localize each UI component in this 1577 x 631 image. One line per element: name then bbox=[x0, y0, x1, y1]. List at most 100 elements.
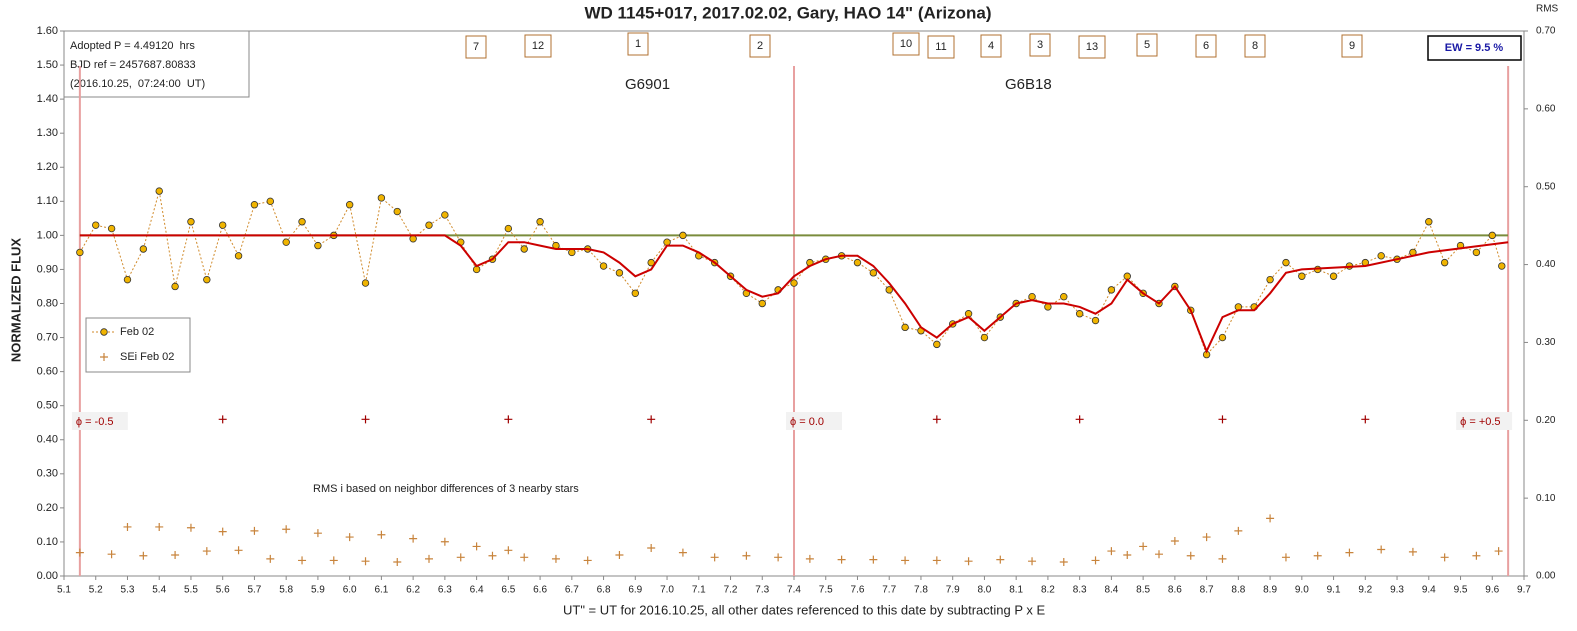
flux-point bbox=[123, 275, 132, 284]
x-tick-label: 7.7 bbox=[882, 585, 896, 596]
phase-tick bbox=[1075, 415, 1084, 424]
flux-point bbox=[1498, 262, 1506, 270]
x-tick-label: 5.8 bbox=[279, 585, 293, 596]
x-tick-label: 8.1 bbox=[1009, 585, 1023, 596]
rms-point bbox=[1345, 548, 1354, 557]
rms-point bbox=[1494, 547, 1503, 556]
flux-point bbox=[266, 197, 275, 206]
rms-point bbox=[425, 554, 433, 563]
phase-tick bbox=[504, 415, 513, 424]
x-tick-label: 6.0 bbox=[343, 585, 357, 596]
flux-point bbox=[615, 269, 624, 277]
flux-point bbox=[345, 201, 354, 209]
fit-line bbox=[79, 234, 1509, 354]
x-tick-label: 7.8 bbox=[914, 585, 928, 596]
flux-point bbox=[203, 275, 211, 284]
dip-box bbox=[1029, 33, 1051, 57]
phase-tick bbox=[1218, 415, 1227, 424]
rms-point bbox=[1377, 545, 1386, 554]
rms-point bbox=[932, 556, 941, 565]
group-label: G6B18 bbox=[1005, 76, 1052, 93]
x-tick-label: 6.8 bbox=[597, 585, 611, 596]
x-tick-label: 6.5 bbox=[501, 585, 515, 596]
rms-point bbox=[678, 548, 687, 557]
y-tick-label: 0.30 bbox=[37, 468, 58, 480]
y-tick-label: 1.60 bbox=[37, 25, 58, 37]
flux-point bbox=[520, 245, 528, 253]
x-tick-label: 8.4 bbox=[1104, 585, 1118, 596]
flux-point bbox=[1218, 333, 1227, 342]
x-tick-label: 6.9 bbox=[628, 585, 642, 596]
flux-point bbox=[1329, 272, 1338, 280]
legend-label: SEi Feb 02 bbox=[120, 351, 174, 363]
x-tick-label: 9.1 bbox=[1327, 585, 1341, 596]
chart-title: WD 1145+017, 2017.02.02, Gary, HAO 14" (… bbox=[585, 3, 992, 22]
x-axis-label: UT" = UT for 2016.10.25, all other dates… bbox=[563, 602, 1045, 617]
flux-point bbox=[298, 218, 306, 226]
dip-label: 4 bbox=[988, 40, 994, 52]
dip-box bbox=[627, 32, 649, 56]
x-tick-label: 9.2 bbox=[1358, 585, 1372, 596]
y2-tick-label: 0.40 bbox=[1536, 259, 1556, 270]
y-axis-label: NORMALIZED FLUX bbox=[8, 238, 23, 363]
rms-point bbox=[186, 523, 195, 532]
flux-point bbox=[599, 262, 608, 270]
x-tick-label: 8.5 bbox=[1136, 585, 1150, 596]
rms-point bbox=[1139, 542, 1148, 551]
flux-point bbox=[92, 221, 100, 229]
x-tick-label: 7.3 bbox=[755, 585, 769, 596]
rms-point bbox=[1123, 550, 1132, 559]
rms-point bbox=[1266, 514, 1275, 523]
flux-point bbox=[504, 224, 513, 233]
flux-point bbox=[171, 282, 179, 291]
rms-point bbox=[1170, 536, 1179, 545]
flux-point bbox=[1377, 252, 1385, 260]
rms-point bbox=[155, 522, 164, 531]
dip-box bbox=[980, 34, 1002, 58]
flux-point bbox=[853, 258, 862, 267]
y-tick-label: 0.10 bbox=[37, 536, 58, 548]
dip-box bbox=[524, 34, 552, 58]
flux-point bbox=[1488, 231, 1496, 240]
rms-point bbox=[250, 526, 259, 535]
flux-point bbox=[1234, 303, 1243, 311]
flux-point bbox=[1091, 316, 1100, 325]
flux-point bbox=[568, 248, 576, 257]
ew-box bbox=[1427, 35, 1522, 61]
flux-point bbox=[409, 235, 417, 243]
flux-point bbox=[1044, 303, 1052, 311]
rms-point bbox=[1202, 533, 1211, 542]
y-tick-label: 0.90 bbox=[37, 263, 58, 275]
dip-label: 11 bbox=[935, 41, 946, 53]
x-tick-label: 6.7 bbox=[565, 585, 579, 596]
rms-point bbox=[171, 550, 180, 559]
phase-tick bbox=[932, 415, 941, 424]
rms-point bbox=[1091, 556, 1100, 565]
rms-point bbox=[837, 555, 846, 564]
flux-point bbox=[1282, 258, 1290, 267]
y-tick-label: 0.80 bbox=[37, 297, 58, 309]
y-tick-label: 0.70 bbox=[37, 331, 58, 343]
rms-point bbox=[805, 554, 814, 563]
group-label: G6901 bbox=[625, 76, 670, 93]
info-text: (2016.10.25, 07:24:00 UT) bbox=[70, 78, 205, 90]
rms-point bbox=[266, 554, 275, 563]
dip-label: 7 bbox=[473, 41, 479, 53]
flux-point bbox=[441, 211, 449, 219]
flux-point bbox=[679, 231, 687, 240]
dip-label: 12 bbox=[532, 40, 544, 52]
flux-point bbox=[155, 187, 163, 195]
y-tick-label: 1.10 bbox=[37, 195, 58, 207]
rms-point bbox=[202, 547, 211, 556]
x-tick-label: 8.2 bbox=[1041, 585, 1055, 596]
phase-tick bbox=[361, 415, 370, 424]
legend bbox=[85, 317, 191, 373]
flux-point bbox=[314, 241, 322, 250]
y2-tick-label: 0.70 bbox=[1536, 26, 1556, 37]
flux-point bbox=[1425, 218, 1433, 226]
flux-point bbox=[1028, 292, 1036, 301]
rms-point bbox=[1234, 526, 1243, 535]
rms-point bbox=[1059, 557, 1068, 566]
rms-point bbox=[1186, 551, 1195, 560]
